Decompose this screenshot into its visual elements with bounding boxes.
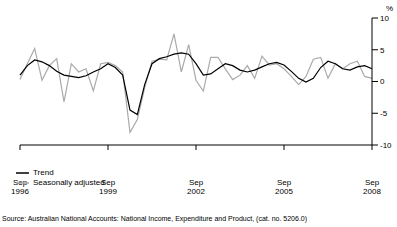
svg-text:2002: 2002 (187, 187, 205, 196)
svg-text:-5: -5 (380, 109, 388, 118)
svg-text:Sep: Sep (101, 178, 116, 187)
svg-text:Sep: Sep (189, 178, 204, 187)
html-text:Source: Australian National Ac: Source: Australian National Accounts: Na… (2, 215, 308, 222)
svg-text:Sep: Sep (277, 178, 292, 187)
svg-text:2005: 2005 (275, 187, 293, 196)
html-text:Seasonally adjusted: Seasonally adjusted (33, 178, 105, 187)
svg-text:Sep: Sep (365, 178, 380, 187)
svg-text:10: 10 (380, 14, 389, 23)
svg-text:1996: 1996 (11, 187, 29, 196)
svg-text:5: 5 (380, 46, 385, 55)
svg-text:0: 0 (380, 77, 385, 86)
html-text:Trend: Trend (33, 168, 54, 177)
svg-text:2008: 2008 (363, 187, 381, 196)
svg-text:Sep: Sep (13, 178, 28, 187)
svg-text:-10: -10 (380, 141, 389, 150)
svg-text:1999: 1999 (99, 187, 117, 196)
